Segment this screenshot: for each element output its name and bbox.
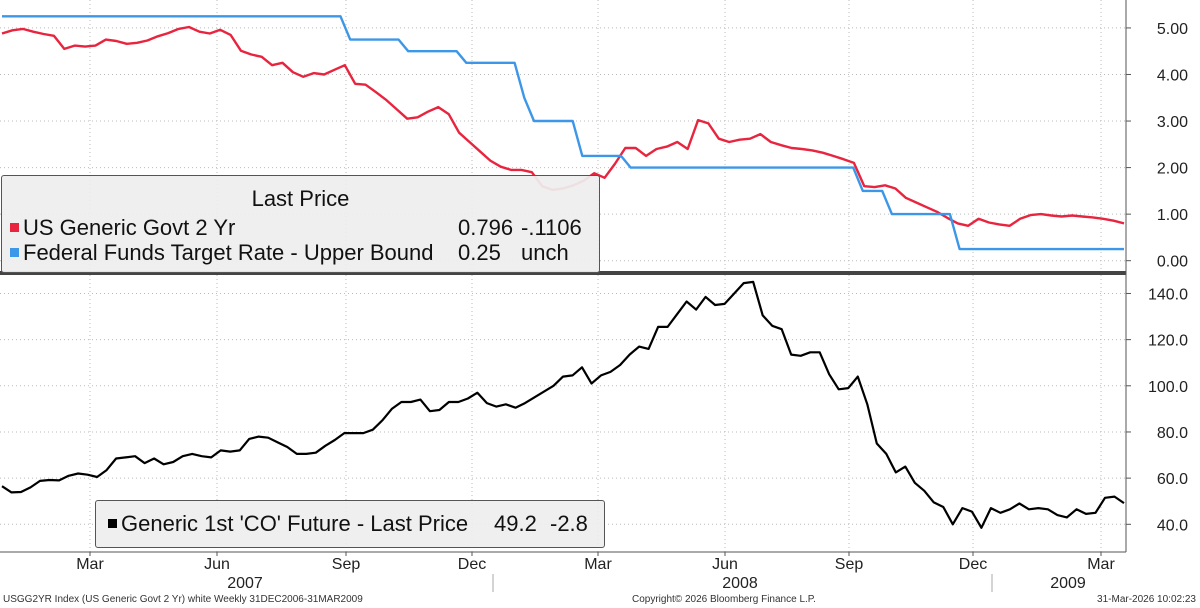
footer-source: USGG2YR Index (US Generic Govt 2 Yr) whi…	[3, 594, 363, 605]
x-month-label: Dec	[959, 556, 987, 573]
y-tick-label: 120.0	[1148, 333, 1188, 350]
legend-swatch-black	[108, 518, 117, 528]
legend-label-brent: Generic 1st 'CO' Future - Last Price	[121, 511, 469, 536]
legend-last-brent: 49.2	[494, 511, 537, 536]
y-tick-label: 140.0	[1148, 286, 1188, 303]
y-tick-label: 0.00	[1157, 254, 1188, 271]
legend-item-fed-funds: Federal Funds Target Rate - Upper Bound	[10, 240, 434, 266]
y-tick-label: 4.00	[1157, 67, 1188, 84]
series-line-federal-funds-target-rate-upper-bound	[2, 15, 1124, 251]
x-month-label: Mar	[1087, 556, 1115, 573]
y-tick-label: 1.00	[1157, 207, 1188, 224]
legend-swatch-blue	[10, 247, 19, 257]
x-month-label: Dec	[458, 556, 486, 573]
y-tick-label: 60.0	[1157, 471, 1188, 488]
legend-item-brent: Generic 1st 'CO' Future - Last Price	[108, 511, 468, 537]
legend-title: Last Price	[251, 186, 350, 211]
y-tick-label: 40.0	[1157, 517, 1188, 534]
series-line-generic-1st-co-future-last-price	[1, 280, 1125, 529]
x-month-label: Jun	[204, 556, 230, 573]
y-tick-label: 2.00	[1157, 161, 1188, 178]
x-axis: Mar Jun Sep Dec Mar Jun Sep Dec Mar 2007 2008 2009	[76, 552, 1115, 592]
bottom-legend: Generic 1st 'CO' Future - Last Price 49.…	[95, 500, 605, 548]
x-month-label: Mar	[584, 556, 612, 573]
bottom-y-axis: 40.0 60.0 80.0 100.0 120.0 140.0	[1126, 286, 1188, 534]
y-tick-label: 100.0	[1148, 379, 1188, 396]
x-month-label: Sep	[835, 556, 864, 573]
legend-item-us-govt-2yr: US Generic Govt 2 Yr	[10, 215, 235, 241]
legend-swatch-red	[10, 222, 19, 232]
x-year-label: 2007	[227, 575, 263, 592]
legend-change-brent: -2.8	[550, 511, 588, 536]
footer-copyright: Copyright© 2026 Bloomberg Finance L.P.	[632, 594, 816, 605]
x-month-label: Sep	[332, 556, 361, 573]
legend-change-us-govt-2yr: -.1106	[521, 215, 582, 240]
y-tick-label: 3.00	[1157, 114, 1188, 131]
x-month-label: Mar	[76, 556, 104, 573]
x-month-label: Jun	[712, 556, 738, 573]
y-tick-label: 5.00	[1157, 21, 1188, 38]
bottom-panel-lines	[1, 280, 1125, 529]
legend-change-fed-funds: unch	[521, 240, 569, 265]
x-year-label: 2008	[722, 575, 758, 592]
y-tick-label: 80.0	[1157, 425, 1188, 442]
x-year-label: 2009	[1050, 575, 1086, 592]
legend-label-us-govt-2yr: US Generic Govt 2 Yr	[23, 215, 236, 240]
top-legend: Last Price US Generic Govt 2 Yr 0.796 -.…	[1, 175, 600, 273]
legend-label-fed-funds: Federal Funds Target Rate - Upper Bound	[23, 240, 434, 265]
top-y-axis: 0.00 1.00 2.00 3.00 4.00 5.00	[1126, 21, 1188, 271]
legend-last-us-govt-2yr: 0.796	[458, 215, 514, 240]
legend-last-fed-funds: 0.25	[458, 240, 501, 265]
panel-divider	[0, 271, 1126, 275]
footer-timestamp: 31-Mar-2026 10:02:23	[1097, 594, 1196, 605]
